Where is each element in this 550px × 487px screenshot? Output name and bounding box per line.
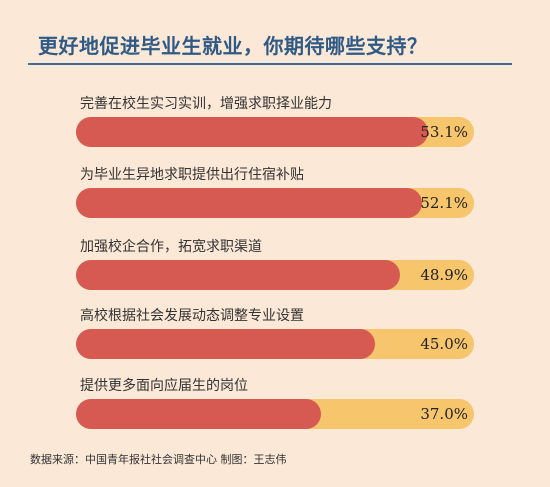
bar-track: 52.1% xyxy=(76,188,474,218)
title-underline xyxy=(28,63,512,65)
bar-value-label: 52.1% xyxy=(420,194,468,212)
bar-track: 37.0% xyxy=(76,399,474,429)
bar-value-label: 45.0% xyxy=(420,335,468,353)
bar-value-label: 37.0% xyxy=(420,405,468,423)
bar-value-label: 48.9% xyxy=(420,266,468,284)
bar-value-label: 53.1% xyxy=(420,123,468,141)
chart-title: 更好地促进毕业生就业，你期待哪些支持？ xyxy=(38,34,428,58)
bar-track: 45.0% xyxy=(76,329,474,359)
category-label: 高校根据社会发展动态调整专业设置 xyxy=(80,308,304,324)
category-label: 为毕业生异地求职提供出行住宿补贴 xyxy=(80,167,304,183)
category-label: 提供更多面向应届生的岗位 xyxy=(80,378,248,394)
bar xyxy=(76,260,400,290)
category-label: 完善在校生实习实训，增强求职择业能力 xyxy=(80,96,332,112)
bar xyxy=(76,188,422,218)
bar xyxy=(76,399,321,429)
bar-track: 53.1% xyxy=(76,117,474,147)
source-note: 数据来源：中国青年报社社会调查中心 制图：王志伟 xyxy=(30,453,287,466)
bar xyxy=(76,329,375,359)
bar xyxy=(76,117,428,147)
category-label: 加强校企合作，拓宽求职渠道 xyxy=(80,239,262,255)
bar-track: 48.9% xyxy=(76,260,474,290)
